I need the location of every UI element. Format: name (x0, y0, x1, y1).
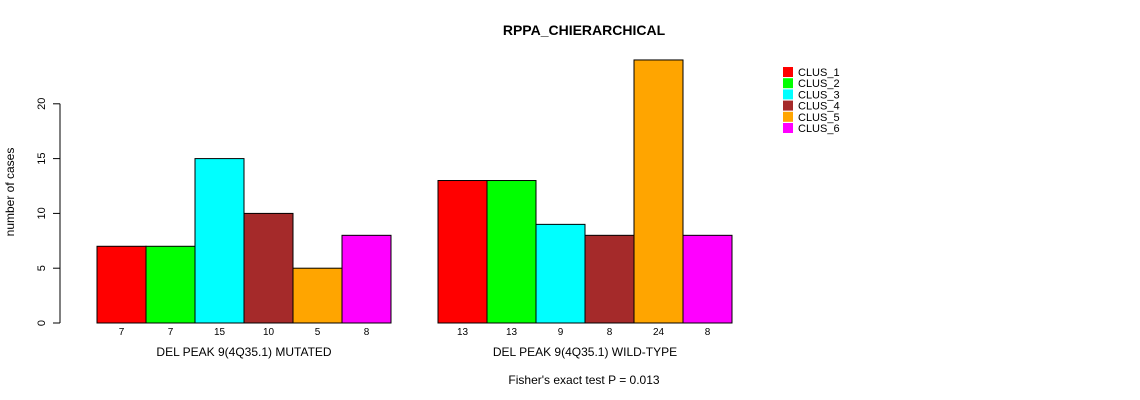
bar-clus_4-group-2 (584, 234, 635, 324)
bar-clus_6-group-1 (341, 234, 392, 324)
legend-label-clus_4: CLUS_4 (798, 101, 840, 113)
footnote: Fisher's exact test P = 0.013 (508, 373, 659, 387)
y-tick-label: 20 (36, 98, 48, 110)
group-label-1: DEL PEAK 9(4Q35.1) MUTATED (156, 345, 331, 359)
bar-clus_5-group-1 (292, 267, 343, 324)
legend-swatch-clus_4 (783, 100, 793, 111)
bar-count-label: 13 (457, 327, 469, 338)
bar-clus_3-group-1 (194, 158, 245, 324)
bar-count-label: 8 (607, 327, 613, 338)
y-axis-label: number of cases (3, 148, 17, 237)
bar-count-label: 7 (119, 327, 125, 338)
bar-clus_1-group-1 (96, 245, 147, 324)
legend-swatch-clus_6 (783, 123, 793, 133)
legend-label-clus_1: CLUS_1 (798, 67, 840, 79)
legend-label-clus_5: CLUS_5 (798, 112, 840, 124)
bar-clus_1-group-2 (437, 180, 488, 324)
bar-count-label: 10 (263, 327, 275, 338)
bars (96, 59, 733, 324)
group-label-2: DEL PEAK 9(4Q35.1) WILD-TYPE (493, 345, 677, 359)
chart-title: RPPA_CHIERARCHICAL (503, 22, 666, 38)
legend-swatch-clus_5 (783, 111, 793, 122)
bar-count-label: 9 (558, 327, 564, 338)
bar-clus_4-group-1 (243, 212, 294, 324)
bar-count-labels: 7 7 15 10 5 8 13 13 9 8 24 8 (119, 327, 711, 338)
bar-clus_2-group-1 (145, 245, 196, 324)
legend-label-clus_2: CLUS_2 (798, 78, 840, 90)
bar-count-label: 15 (214, 327, 226, 338)
bar-count-label: 5 (315, 327, 321, 338)
bar-count-label: 7 (168, 327, 174, 338)
legend-swatch-clus_1 (783, 67, 793, 77)
y-tick-label: 10 (36, 207, 48, 219)
y-tick-label: 5 (36, 265, 48, 271)
bar-clus_6-group-2 (682, 234, 733, 324)
bar-count-label: 24 (653, 327, 665, 338)
bar-clus_3-group-2 (535, 223, 586, 324)
legend-swatch-clus_2 (783, 78, 793, 89)
legend-label-clus_3: CLUS_3 (798, 89, 840, 101)
bar-count-label: 8 (705, 327, 711, 338)
y-axis: 0 5 10 15 20 (36, 98, 61, 326)
group-labels: DEL PEAK 9(4Q35.1) MUTATED DEL PEAK 9(4Q3… (156, 345, 677, 359)
legend-label-clus_6: CLUS_6 (798, 123, 840, 135)
bar-clus_5-group-2 (633, 59, 684, 324)
bar-clus_2-group-2 (486, 180, 537, 324)
y-tick-label: 0 (36, 320, 48, 326)
y-tick-label: 15 (36, 152, 48, 164)
legend-swatch-clus_3 (783, 89, 793, 100)
bar-count-label: 8 (364, 327, 370, 338)
bar-count-label: 13 (506, 327, 518, 338)
